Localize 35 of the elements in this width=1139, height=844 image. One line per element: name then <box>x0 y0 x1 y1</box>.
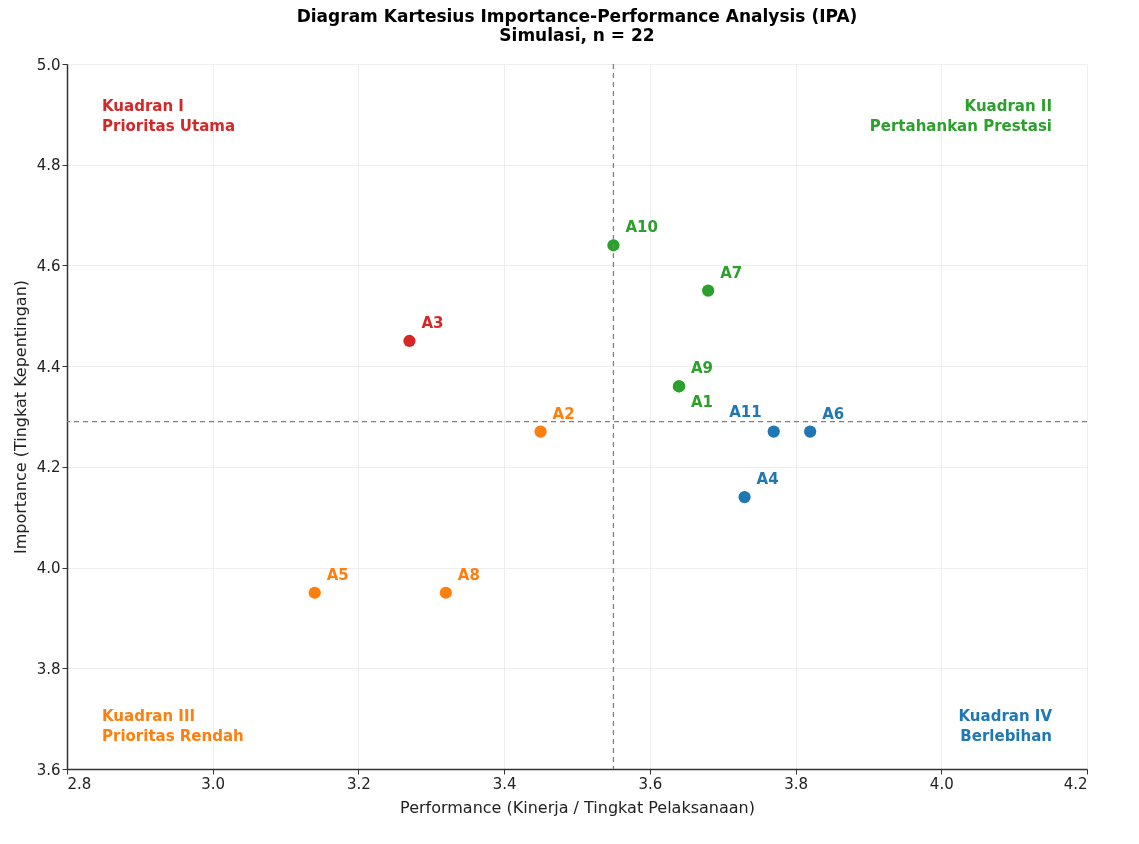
annotation: Kuadran II Pertahankan Prestasi <box>869 97 1052 135</box>
x-tick-label: 4.0 <box>929 774 954 793</box>
x-tick-label: 4.2 <box>1063 774 1088 793</box>
x-tick-label: 3.0 <box>201 774 226 793</box>
y-tick-label: 3.6 <box>36 760 61 779</box>
y-tick-label: 4.0 <box>36 559 61 578</box>
y-tick-label: 4.2 <box>36 458 61 477</box>
y-axis-title: Importance (Tingkat Kepentingan) <box>10 279 30 555</box>
y-tick-label: 5.0 <box>36 55 61 74</box>
annotation: A4 <box>756 470 779 489</box>
annotation: Kuadran IV Berlebihan <box>958 707 1053 745</box>
annotation: A1 <box>691 393 714 412</box>
y-tick-label: 4.6 <box>36 256 61 275</box>
annotation: A3 <box>421 313 444 332</box>
annotation: A5 <box>326 565 349 584</box>
x-tick-label: 3.4 <box>492 774 517 793</box>
y-tick-label: 3.8 <box>36 659 61 678</box>
x-axis-title: Performance (Kinerja / Tingkat Pelaksanaan) <box>400 797 755 817</box>
x-tick-label: 3.6 <box>638 774 663 793</box>
annotation: A9 <box>691 359 714 378</box>
chart-title: Diagram Kartesius Importance-Performance Analysis (IPA) <box>296 6 858 26</box>
annotation: Kuadran I Prioritas Utama <box>102 97 236 135</box>
annotation: A7 <box>720 263 743 282</box>
chart-subtitle: Simulasi, n = 22 <box>499 25 655 45</box>
x-tick-label: 3.2 <box>347 774 371 793</box>
x-tick-label: 2.8 <box>67 774 92 793</box>
annotation: A10 <box>625 218 658 237</box>
annotation: A2 <box>552 404 575 423</box>
y-tick-label: 4.8 <box>36 156 61 175</box>
annotation: A6 <box>822 404 845 423</box>
y-tick-label: 4.4 <box>36 357 61 376</box>
annotation: A8 <box>457 565 480 584</box>
annotation: Kuadran III Prioritas Rendah <box>102 707 244 745</box>
x-tick-label: 3.8 <box>784 774 808 793</box>
annotation: A11 <box>729 402 762 421</box>
